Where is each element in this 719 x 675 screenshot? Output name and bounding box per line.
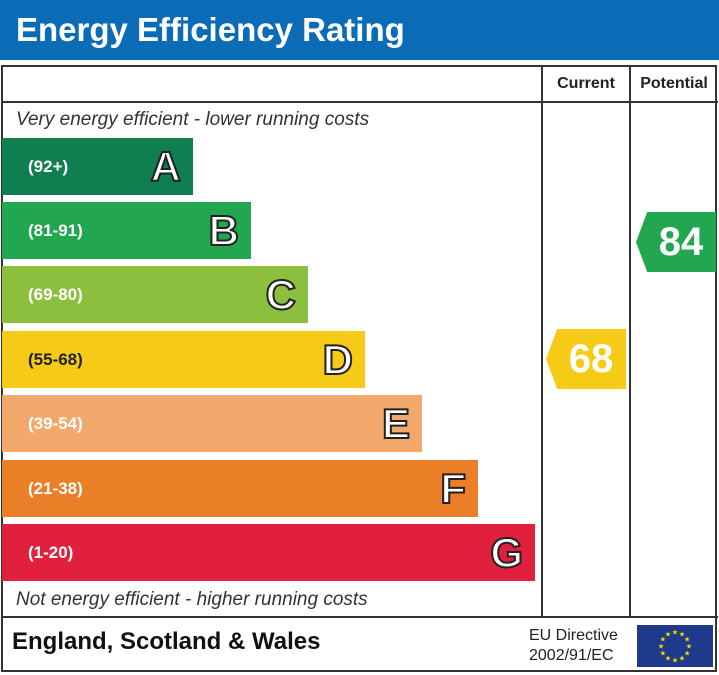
column-header-current: Current <box>557 75 615 92</box>
band-range: (81-91) <box>28 221 83 240</box>
potential-rating-arrow: 84 <box>636 212 716 272</box>
divider <box>1 101 718 103</box>
band-range: (1-20) <box>28 543 74 562</box>
directive-line1: EU Directive <box>529 627 618 644</box>
band-g: (1-20) G <box>2 524 535 581</box>
chart-title: Energy Efficiency Rating <box>0 0 719 60</box>
band-letter: C <box>265 270 297 319</box>
band-letter: G <box>489 528 524 577</box>
current-rating-value: 68 <box>568 337 614 381</box>
svg-text:★: ★ <box>672 629 678 637</box>
band-c: (69-80) C <box>2 266 308 323</box>
svg-text:★: ★ <box>679 630 685 638</box>
band-b: (81-91) B <box>2 202 251 259</box>
region-label: England, Scotland & Wales <box>12 628 321 655</box>
band-letter: F <box>439 464 467 513</box>
directive-line2: 2002/91/EC <box>529 647 614 664</box>
band-letter: A <box>150 142 182 191</box>
band-range: (21-38) <box>28 479 83 498</box>
band-letter: D <box>322 335 354 384</box>
svg-text:★: ★ <box>686 643 692 651</box>
band-range: (92+) <box>28 157 69 176</box>
svg-text:★: ★ <box>684 650 690 658</box>
eu-directive: EU Directive 2002/91/EC <box>529 626 618 666</box>
band-f: (21-38) F <box>2 460 478 517</box>
svg-text:★: ★ <box>660 650 666 658</box>
band-range: (55-68) <box>28 350 83 369</box>
top-note: Very energy efficient - lower running co… <box>16 109 370 130</box>
band-range: (69-80) <box>28 285 83 304</box>
svg-text:★: ★ <box>665 655 671 663</box>
divider <box>629 65 631 617</box>
current-rating-arrow: 68 <box>546 329 626 389</box>
band-letter: E <box>381 399 411 448</box>
band-range: (39-54) <box>28 414 83 433</box>
eu-flag-icon: ★★★★★★★★★ ★ ★★ <box>637 625 713 667</box>
band-letter: B <box>208 206 240 255</box>
divider <box>541 65 543 617</box>
svg-text:★: ★ <box>672 657 678 665</box>
svg-text:★: ★ <box>660 636 666 644</box>
potential-rating-value: 84 <box>658 220 704 264</box>
band-e: (39-54) E <box>2 395 422 452</box>
svg-text:★: ★ <box>679 655 685 663</box>
svg-text:★: ★ <box>684 636 690 644</box>
svg-text:★: ★ <box>658 643 664 651</box>
svg-text:★: ★ <box>665 630 671 638</box>
band-d: (55-68) D <box>2 331 365 388</box>
column-header-potential: Potential <box>640 75 708 92</box>
divider <box>1 616 718 618</box>
bottom-note: Not energy efficient - higher running co… <box>16 589 368 610</box>
band-a: (92+) A <box>2 138 193 195</box>
